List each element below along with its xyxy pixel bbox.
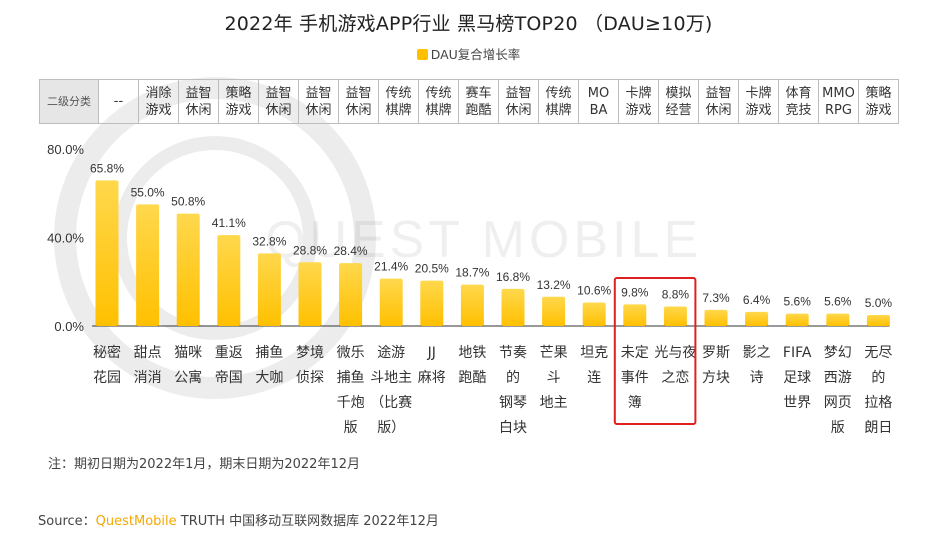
bar — [176, 213, 200, 326]
bar-value-label: 6.4% — [743, 293, 771, 307]
category-label: 甜点消消 — [134, 345, 162, 386]
subcategory-table: 二级分类 -- 消除 游戏 益智 休闲 策略 游戏 益智 休闲 益智 休闲 益智 休闲 传统 … — [39, 79, 899, 124]
legend-label: DAU复合增长率 — [430, 47, 521, 62]
watermark-text: QUEST MOBILE — [265, 211, 702, 269]
subcategory-cell: 策略 游戏 — [858, 79, 899, 124]
bar — [663, 306, 687, 326]
source-rest: TRUTH 中国移动互联网数据库 2022年12月 — [176, 514, 439, 529]
bar-value-label: 20.5% — [415, 262, 449, 276]
bar — [582, 302, 606, 326]
bar — [95, 180, 119, 326]
bar — [460, 284, 484, 326]
chart-title: 2022年 手机游戏APP行业 黑马榜TOP20 （DAU≥10万) — [224, 13, 713, 35]
bar-value-label: 50.8% — [171, 195, 205, 209]
category-label: 微乐捕鱼千炮版 — [337, 345, 365, 436]
category-label: 影之诗 — [743, 345, 771, 386]
bar — [501, 288, 525, 326]
category-label: 光与夜之恋 — [654, 345, 696, 386]
category-label: 猫咪公寓 — [174, 345, 202, 386]
category-label: 捕鱼大咖 — [255, 344, 283, 386]
bar — [420, 280, 444, 326]
bar-value-label: 65.8% — [90, 161, 124, 175]
y-tick-label: 0.0% — [54, 319, 84, 334]
category-label: 途游斗地主（比赛版） — [370, 344, 412, 436]
subcategory-header: 二级分类 — [39, 79, 99, 124]
bar-value-label: 8.8% — [662, 288, 690, 302]
y-tick-label: 80.0% — [47, 142, 84, 157]
bar-value-label: 5.6% — [784, 295, 812, 309]
bar — [379, 278, 403, 326]
subcategory-cell: 卡牌 游戏 — [618, 79, 659, 124]
bar-value-label: 5.6% — [824, 295, 852, 309]
category-label: 梦境侦探 — [296, 345, 324, 386]
subcategory-cell: 消除 游戏 — [138, 79, 179, 124]
bar — [542, 296, 566, 326]
subcategory-cell: 益智 休闲 — [498, 79, 539, 124]
source-line: Source：QuestMobile TRUTH 中国移动互联网数据库 2022… — [38, 510, 439, 529]
bar-value-label: 7.3% — [702, 291, 730, 305]
category-label: 芒果斗地主 — [540, 345, 568, 411]
bar-value-label: 13.2% — [537, 278, 571, 292]
bar — [826, 313, 850, 326]
subcategory-cell: -- — [98, 79, 139, 124]
category-label: 秘密花园 — [93, 344, 121, 386]
bar-value-label: 18.7% — [455, 266, 489, 280]
subcategory-cell: MO BA — [578, 79, 619, 124]
bar-value-label: 10.6% — [577, 284, 611, 298]
bar-value-label: 55.0% — [131, 185, 165, 199]
bar-value-label: 41.1% — [212, 216, 246, 230]
bar-value-label: 5.0% — [865, 296, 893, 310]
category-label: 重返帝国 — [215, 345, 243, 386]
subcategory-cell: 益智 休闲 — [698, 79, 739, 124]
category-label: FIFA 足球世界 — [783, 345, 812, 411]
footnote: 注：期初日期为2022年1月，期末日期为2022年12月 — [48, 457, 360, 472]
bar — [257, 253, 281, 326]
subcategory-cell: 益智 休闲 — [178, 79, 219, 124]
bar — [704, 309, 728, 326]
bar — [339, 263, 363, 326]
subcategory-cell: 体育 竞技 — [778, 79, 819, 124]
source-prefix: Source： — [38, 514, 96, 529]
subcategory-cell: MMO RPG — [818, 79, 859, 124]
category-label: 地铁跑酷 — [458, 345, 486, 386]
bar-value-label: 32.8% — [252, 234, 286, 248]
source-brand: QuestMobile — [95, 514, 177, 529]
legend-swatch — [416, 49, 428, 60]
subcategory-cell: 益智 休闲 — [298, 79, 339, 124]
legend: DAU复合增长率 — [0, 44, 937, 63]
subcategory-row: 二级分类 -- 消除 游戏 益智 休闲 策略 游戏 益智 休闲 益智 休闲 益智 休闲 传统 … — [39, 79, 899, 124]
highlight-box — [613, 277, 697, 425]
category-label: 罗斯方块 — [702, 345, 730, 386]
bar — [785, 313, 809, 326]
y-tick-label: 40.0% — [47, 231, 84, 246]
bar — [866, 314, 890, 326]
category-label: 未定事件簿 — [621, 345, 649, 411]
category-label: 坦克连 — [580, 345, 608, 386]
category-label: JJ 麻将 — [418, 345, 446, 386]
category-label: 无尽的拉格朗日 — [864, 345, 892, 436]
bar-value-label: 21.4% — [374, 260, 408, 274]
bar — [298, 262, 322, 326]
bar — [745, 311, 769, 326]
subcategory-cell: 传统 棋牌 — [418, 79, 459, 124]
subcategory-cell: 益智 休闲 — [258, 79, 299, 124]
bar — [136, 204, 160, 326]
category-label: 节奏的钢琴白块 — [499, 345, 527, 436]
category-label: 梦幻西游网页版 — [824, 345, 852, 436]
bar — [623, 304, 647, 326]
subcategory-cell: 赛车 跑酷 — [458, 79, 499, 124]
bar — [217, 235, 241, 326]
subcategory-cell: 益智 休闲 — [338, 79, 379, 124]
bar-value-label: 28.4% — [334, 244, 368, 258]
subcategory-cell: 传统 棋牌 — [378, 79, 419, 124]
subcategory-cell: 传统 棋牌 — [538, 79, 579, 124]
bar-value-label: 16.8% — [496, 270, 530, 284]
bar-value-label: 28.8% — [293, 243, 327, 257]
bar-value-label: 9.8% — [621, 285, 649, 299]
